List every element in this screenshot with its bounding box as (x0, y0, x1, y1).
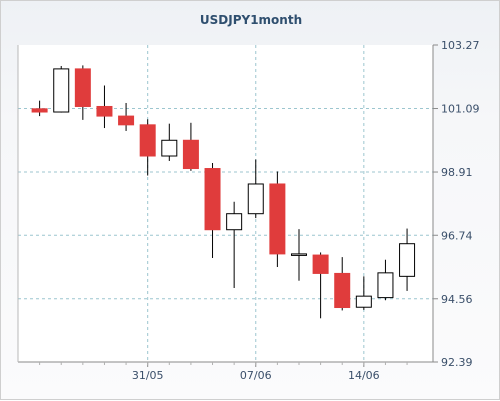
y-tick-label: 103.27 (441, 39, 480, 52)
candle (377, 259, 394, 301)
candle-body-up (53, 68, 70, 113)
candle-body-down (74, 68, 91, 107)
x-tick-label: 31/05 (132, 369, 164, 382)
candle (204, 163, 221, 258)
candle (312, 252, 329, 319)
y-tick-label: 94.56 (441, 293, 473, 306)
y-tick-label: 101.09 (441, 103, 480, 116)
x-tick-label: 07/06 (240, 369, 272, 382)
candle-body-down (139, 124, 156, 157)
chart-title: USDJPY1month (200, 13, 302, 27)
candle-body-down (118, 115, 135, 126)
candle-body-down (312, 254, 329, 274)
y-tick-label: 92.39 (441, 356, 473, 369)
candle-body-up (290, 253, 307, 256)
candle (31, 100, 48, 117)
candle-body-down (269, 183, 286, 255)
candle-body-down (182, 139, 199, 170)
candle (96, 85, 113, 129)
candle-body-up (161, 139, 178, 157)
candle (290, 229, 307, 281)
candles (31, 65, 416, 319)
candle-body-down (96, 105, 113, 117)
candle (334, 257, 351, 311)
y-tick-label: 96.74 (441, 229, 473, 242)
candle (139, 119, 156, 176)
tick-labels: 103.27 101.09 98.91 96.74 94.56 92.39 31/05 07/… (39, 39, 480, 382)
candle-body-up (247, 183, 264, 215)
y-tick-label: 98.91 (441, 166, 473, 179)
candle-body-down (204, 168, 221, 231)
candle (247, 159, 264, 219)
candle (399, 228, 416, 291)
candle (74, 65, 91, 120)
candle-body-up (226, 213, 243, 231)
candle-body-up (355, 295, 372, 308)
candle (118, 102, 135, 131)
candle (269, 171, 286, 268)
candle (226, 201, 243, 288)
candle-body-down (334, 272, 351, 309)
candle (182, 122, 199, 171)
candle (355, 276, 372, 310)
candle-body-up (399, 243, 416, 277)
candle-body-down (31, 108, 48, 113)
candle (161, 123, 178, 161)
candle-body-up (377, 272, 394, 299)
x-tick-label: 14/06 (348, 369, 380, 382)
candle (53, 65, 70, 113)
